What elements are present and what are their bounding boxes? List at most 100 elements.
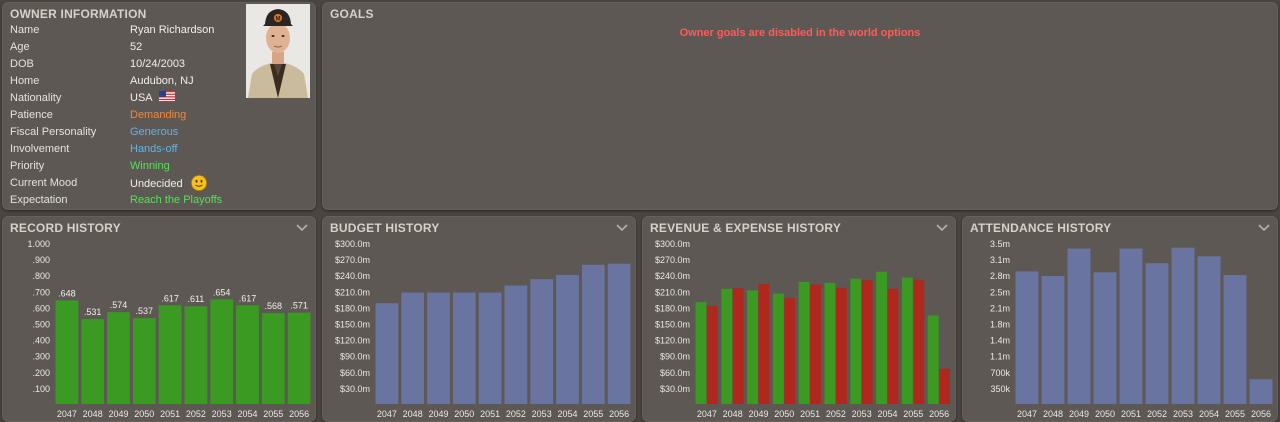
bar-series-2 [810,284,821,404]
bar [581,264,605,404]
current-mood-text: Undecided [130,178,183,190]
bar [504,285,528,404]
data-label: .617 [239,293,257,303]
owner-portrait: M [246,4,310,98]
bar [1093,272,1117,404]
y-tick-label: $180.0m [655,303,690,313]
y-tick-label: 3.5m [990,239,1010,249]
data-label: .648 [58,288,76,298]
y-tick-label: $180.0m [335,303,370,313]
y-tick-label: $30.0m [340,384,370,394]
expectation-label: Expectation [10,194,68,206]
bar-series-2 [861,280,873,404]
data-label: .611 [187,294,204,304]
x-tick-label: 2050 [1095,409,1115,419]
x-tick-label: 2056 [289,409,309,419]
bar [236,305,259,404]
y-tick-label: $90.0m [660,352,690,362]
bar-series-1 [927,315,939,404]
x-tick-label: 2048 [403,409,423,419]
bar [261,313,285,404]
priority-label: Priority [10,160,45,172]
budget-history-panel: BUDGET HISTORY $300.0m $270.0m $240.0m $210… [322,216,636,422]
x-tick-label: 2051 [1121,409,1141,419]
y-tick-label: $210.0m [655,287,690,297]
x-tick-label: 2047 [57,409,77,419]
bar [55,300,79,404]
y-tick-label: $300.0m [335,239,370,249]
y-tick-label: $300.0m [655,239,690,249]
nationality-label: Nationality [10,92,62,104]
bar-series-2 [939,368,950,404]
y-tick-label: 1.8m [990,320,1010,330]
x-tick-label: 2047 [1017,409,1037,419]
y-tick-label: $120.0m [335,336,370,346]
y-tick-label: $270.0m [655,255,690,265]
chevron-down-icon[interactable] [936,222,948,232]
y-tick-label: .700 [32,287,50,297]
y-tick-label: 1.000 [27,239,50,249]
chevron-down-icon[interactable] [296,222,308,232]
x-tick-label: 2049 [1069,409,1089,419]
x-tick-label: 2055 [1225,409,1245,419]
bar [1171,247,1195,404]
bar [401,292,425,404]
bar [427,292,450,404]
bar-series-2 [784,297,796,404]
bar-series-2 [706,305,718,404]
budget-history-title: BUDGET HISTORY [330,221,440,235]
data-label: .537 [136,306,154,316]
bar [132,318,156,404]
y-tick-label: 1.4m [990,336,1010,346]
expectation-value: Reach the Playoffs [130,194,223,206]
y-tick-label: 3.1m [990,255,1010,265]
record-history-panel: RECORD HISTORY 1.000 .900 .800 .700 .600 .500… [2,216,316,422]
y-tick-label: $60.0m [660,368,690,378]
chevron-down-icon[interactable] [1258,222,1270,232]
dob-label: DOB [10,58,34,70]
x-tick-label: 2052 [1147,409,1167,419]
bar [1119,248,1143,404]
x-tick-label: 2053 [532,409,552,419]
bar [530,279,554,404]
x-tick-label: 2054 [237,409,257,419]
x-tick-label: 2050 [774,409,794,419]
bar [1197,256,1221,404]
data-label: .531 [84,307,102,317]
bar [1067,248,1091,404]
fiscal-personality-value: Generous [130,126,179,138]
y-tick-label: $60.0m [340,368,370,378]
svg-text:M: M [276,17,281,23]
fiscal-personality-label: Fiscal Personality [10,126,97,138]
bar-series-1 [824,282,836,404]
bar-series-2 [913,279,925,404]
priority-value: Winning [130,160,170,172]
chevron-down-icon[interactable] [616,222,628,232]
neutral-face-icon [190,175,207,191]
name-label: Name [10,24,40,36]
us-flag-icon [159,91,176,102]
x-tick-label: 2049 [428,409,448,419]
data-label: .617 [161,293,179,303]
x-tick-label: 2051 [800,409,820,419]
name-value: Ryan Richardson [130,24,215,36]
bar-series-1 [850,278,862,404]
bar [210,299,234,404]
goals-title: GOALS [330,7,374,21]
y-tick-label: 700k [990,368,1010,378]
y-tick-label: $210.0m [335,287,370,297]
record-history-title: RECORD HISTORY [10,221,121,235]
y-tick-label: 2.8m [990,271,1010,281]
bar-series-2 [835,287,847,404]
bar-series-1 [747,290,758,404]
current-mood-label: Current Mood [10,177,78,189]
goals-panel: GOALS Owner goals are disabled in the wo… [322,2,1278,210]
x-tick-label: 2054 [877,409,897,419]
y-tick-label: 2.5m [990,287,1010,297]
y-tick-label: .500 [32,320,50,330]
y-tick-label: .900 [32,255,50,265]
data-label: .568 [265,301,283,311]
bar-series-2 [887,288,899,404]
bar [107,312,130,404]
bar [478,292,502,404]
